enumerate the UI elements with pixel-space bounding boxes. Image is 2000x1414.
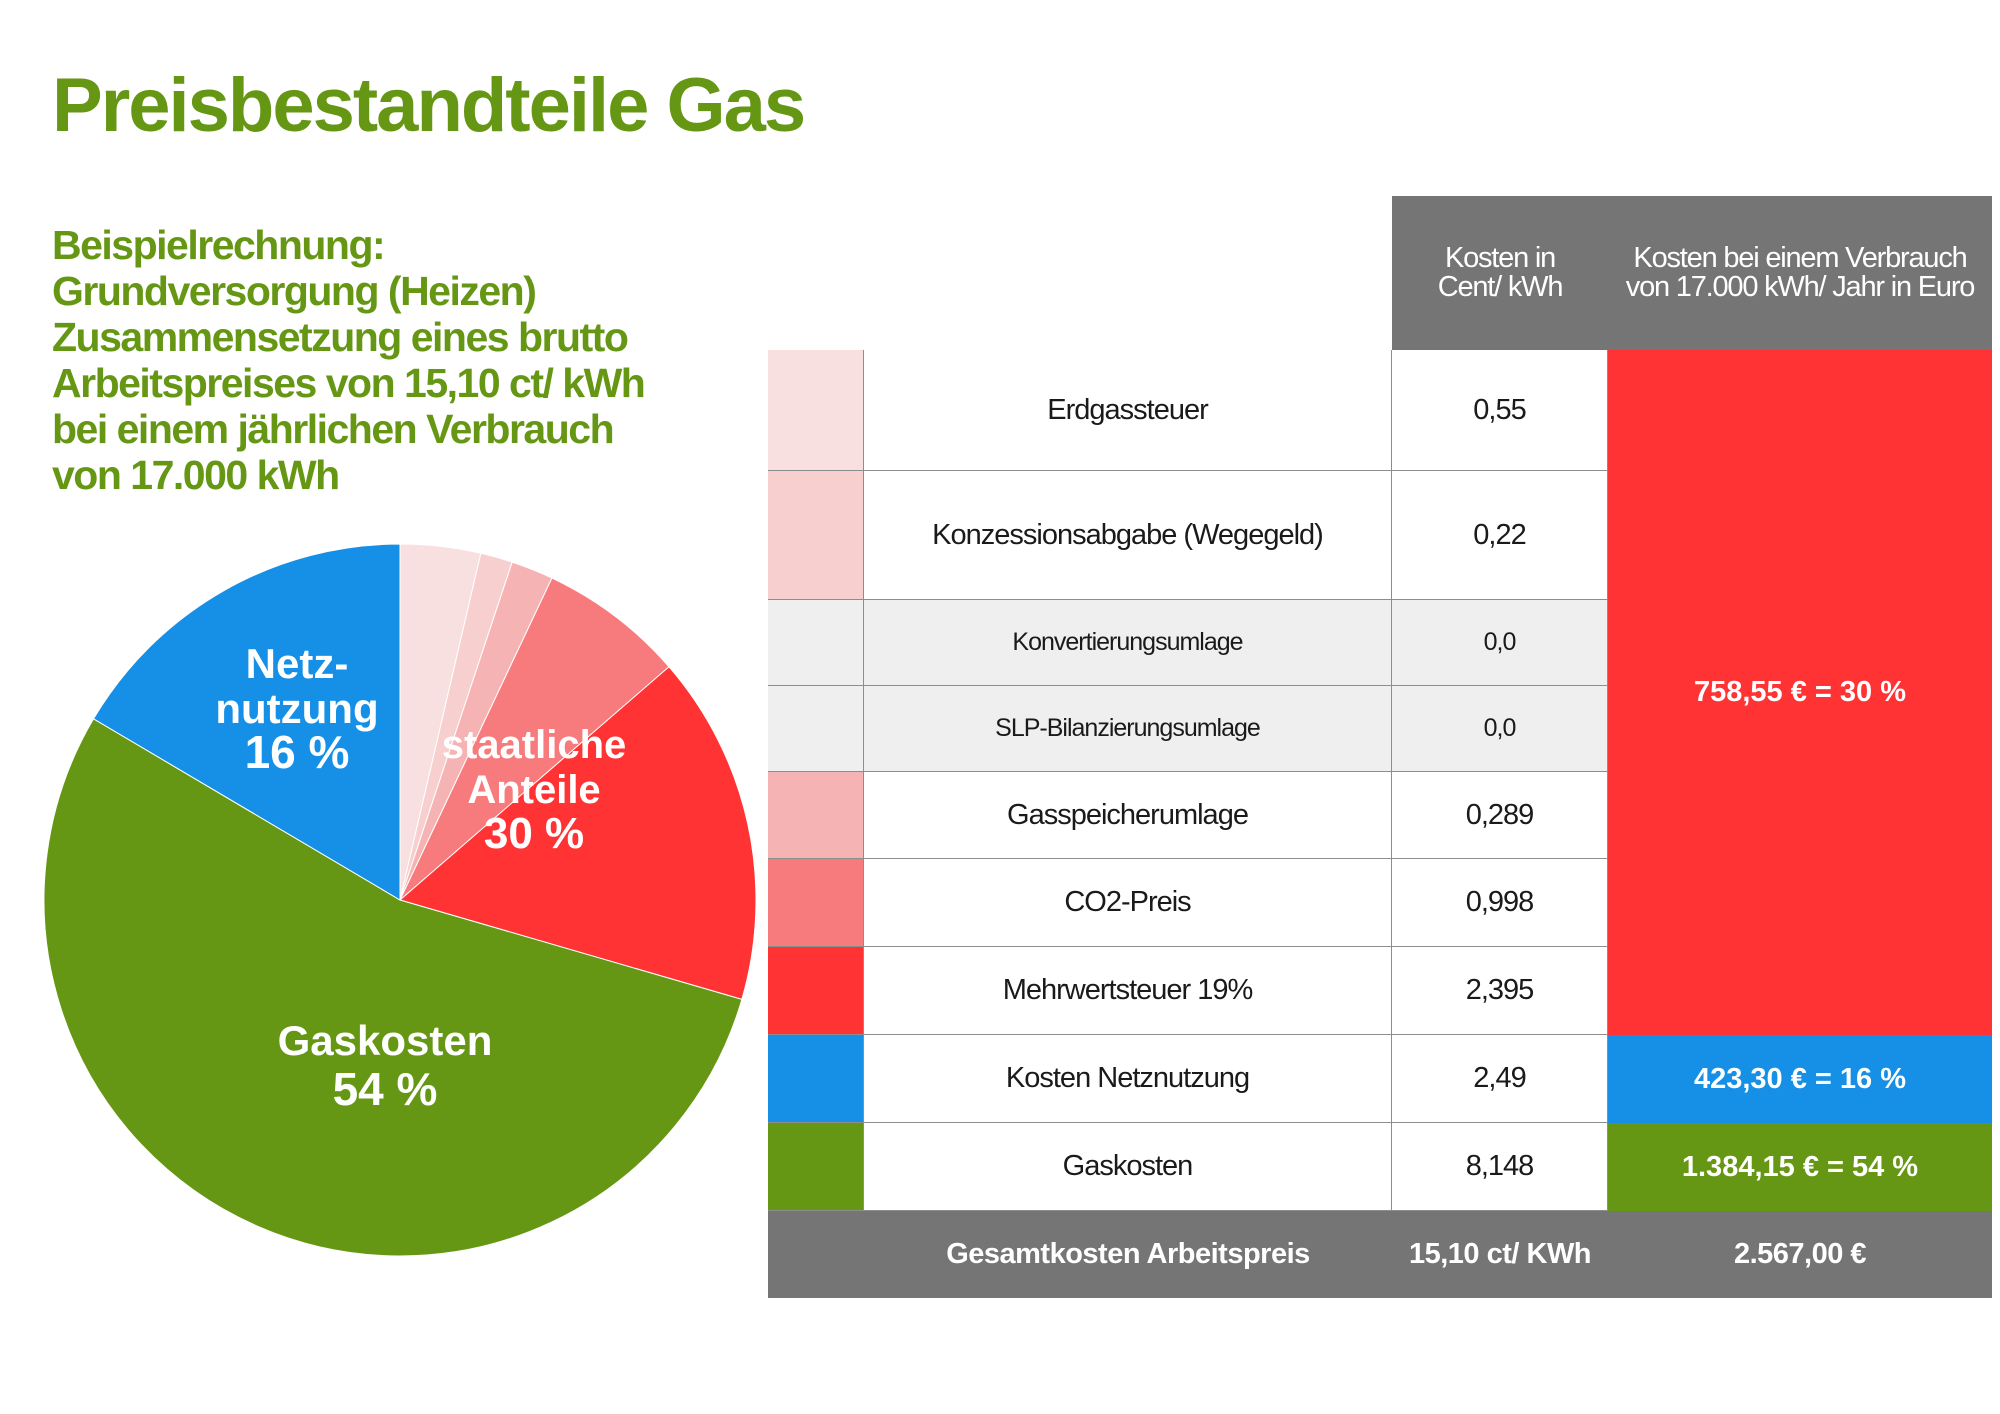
- description-line: Arbeitspreises von 15,10 ct/ kWh: [52, 360, 646, 406]
- row-color-swatch: [768, 859, 864, 947]
- pie-slice-kosten-netznutzung: [92, 543, 401, 901]
- description-line: von 17.000 kWh: [52, 452, 340, 498]
- header-line: Cent/ kWh: [1437, 271, 1564, 303]
- row-label: Erdgassteuer: [864, 350, 1392, 471]
- row-color-swatch: [768, 1123, 864, 1211]
- total-label: Gesamtkosten Arbeitspreis: [946, 1238, 1310, 1270]
- total-row: [768, 1211, 1992, 1298]
- row-label: Gaskosten: [864, 1123, 1392, 1211]
- total-cent: 15,10 ct/ KWh: [1408, 1238, 1592, 1270]
- row-color-swatch: [768, 471, 864, 600]
- row-value-cent: 8,148: [1392, 1123, 1608, 1211]
- header-line: Kosten in: [1444, 242, 1556, 274]
- state-share-label: staatliche: [442, 723, 627, 767]
- row-value-cent: 0,289: [1392, 772, 1608, 859]
- row-value-cent: 0,0: [1392, 686, 1608, 772]
- gas-cost-percent: 54 %: [333, 1063, 438, 1115]
- row-value-cent: 0,22: [1392, 471, 1608, 600]
- row-label: Konvertierungsumlage: [864, 600, 1392, 686]
- row-color-swatch: [768, 772, 864, 859]
- pie-slice-gaskosten: [43, 718, 743, 1257]
- row-color-swatch: [768, 1035, 864, 1123]
- row-color-swatch: [768, 600, 864, 686]
- total-euro: 2.567,00 €: [1733, 1238, 1867, 1270]
- page-title: Preisbestandteile Gas: [52, 63, 806, 148]
- row-color-swatch: [768, 350, 864, 471]
- row-label: SLP-Bilanzierungsumlage: [864, 686, 1392, 772]
- pie-slice-mehrwertsteuer-19: [398, 666, 757, 1000]
- header-cost-euro: Kosten bei einem Verbrauch von 17.000 kWh…: [1608, 196, 1992, 350]
- price-components-table: Kosten in Cent/ kWh Kosten bei einem Verbr…: [768, 196, 1992, 1300]
- gas-cost-label: Gaskosten: [278, 1017, 493, 1064]
- row-label: Kosten Netznutzung: [864, 1035, 1392, 1123]
- row-value-cent: 2,395: [1392, 947, 1608, 1035]
- description-line: bei einem jährlichen Verbrauch: [52, 406, 615, 452]
- row-value-cent: 0,55: [1392, 350, 1608, 471]
- example-description: Beispielrechnung: Grundversorgung (Heize…: [52, 222, 712, 498]
- row-label: CO2-Preis: [864, 859, 1392, 947]
- pie-slice-co2-preis: [399, 577, 670, 901]
- state-share-percent: 30 %: [484, 809, 584, 858]
- header-cost-cent: Kosten in Cent/ kWh: [1392, 196, 1608, 350]
- row-value-cent: 0,0: [1392, 600, 1608, 686]
- gas-cost-total: 1.384,15 € = 54 %: [1608, 1123, 1992, 1211]
- row-label: Konzessionsabgabe (Wegegeld): [864, 471, 1392, 600]
- description-line: Zusammensetzung eines brutto: [52, 314, 629, 360]
- row-color-swatch: [768, 947, 864, 1035]
- row-value-cent: 2,49: [1392, 1035, 1608, 1123]
- grid-usage-label: nutzung: [215, 685, 378, 732]
- description-line: Grundversorgung (Heizen): [52, 268, 537, 314]
- header-line: Kosten bei einem Verbrauch: [1633, 242, 1967, 274]
- grid-usage-label: Netz-: [246, 640, 349, 687]
- state-share-label: Anteile: [467, 768, 600, 812]
- row-label: Mehrwertsteuer 19%: [864, 947, 1392, 1035]
- row-color-swatch: [768, 686, 864, 772]
- header-line: von 17.000 kWh/ Jahr in Euro: [1625, 271, 1976, 303]
- grid-usage-percent: 16 %: [245, 726, 350, 778]
- description-line: Beispielrechnung:: [52, 222, 386, 268]
- row-label: Gasspeicherumlage: [864, 772, 1392, 859]
- state-share-total: 758,55 € = 30 %: [1608, 350, 1992, 1035]
- grid-usage-total: 423,30 € = 16 %: [1608, 1035, 1992, 1123]
- row-value-cent: 0,998: [1392, 859, 1608, 947]
